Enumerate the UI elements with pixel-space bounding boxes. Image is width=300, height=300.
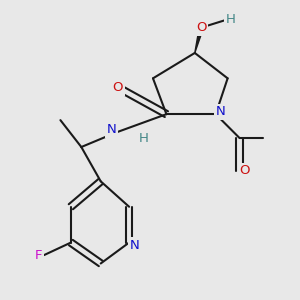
Text: H: H <box>139 132 148 145</box>
Polygon shape <box>195 27 203 53</box>
Text: O: O <box>196 21 207 34</box>
Text: O: O <box>240 164 250 177</box>
Text: H: H <box>226 13 236 26</box>
Text: N: N <box>216 105 226 118</box>
Text: O: O <box>112 81 123 94</box>
Text: N: N <box>130 239 140 252</box>
Text: N: N <box>107 123 117 136</box>
Text: F: F <box>35 249 42 262</box>
